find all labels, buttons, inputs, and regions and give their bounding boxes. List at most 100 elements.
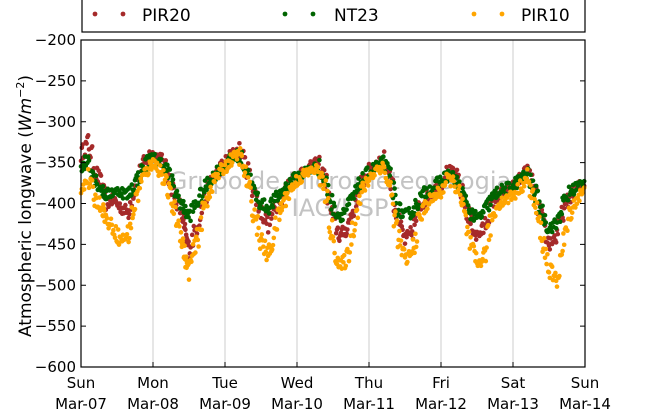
point-pir10 <box>255 213 261 219</box>
legend-marker-pir10-b <box>499 11 505 17</box>
point-pir10 <box>388 179 393 185</box>
point-pir10 <box>315 164 321 170</box>
point-pir10 <box>161 167 166 173</box>
legend-label-nt23: NT23 <box>334 6 379 26</box>
point-nt23 <box>460 186 465 191</box>
point-pir10 <box>450 174 456 179</box>
gridlines <box>152 40 514 367</box>
point-pir10 <box>249 199 254 204</box>
point-pir10 <box>530 187 536 192</box>
point-pir10 <box>263 249 269 255</box>
point-pir10 <box>347 250 353 255</box>
point-pir20 <box>84 141 89 146</box>
point-pir10 <box>577 198 582 204</box>
point-pir10 <box>127 235 132 241</box>
point-pir10 <box>485 222 491 228</box>
point-pir10 <box>312 170 317 176</box>
point-pir10 <box>365 183 371 188</box>
point-pir10 <box>341 260 346 265</box>
y-axis-label-close: ) <box>16 75 36 82</box>
point-nt23 <box>351 196 357 201</box>
point-pir10 <box>520 188 525 194</box>
x-tick-label-day: Fri <box>432 374 450 392</box>
legend: PIR20 NT23 PIR10 <box>81 0 586 33</box>
point-pir20 <box>85 133 91 138</box>
x-tick-label-date: Mar-13 <box>487 395 539 409</box>
point-nt23 <box>93 173 99 179</box>
point-pir20 <box>413 218 419 224</box>
point-pir10 <box>237 162 242 168</box>
point-pir20 <box>123 202 128 208</box>
point-pir10 <box>252 207 257 212</box>
point-pir20 <box>183 227 188 233</box>
point-pir10 <box>412 250 417 256</box>
point-nt23 <box>557 219 563 225</box>
point-nt23 <box>506 180 512 186</box>
point-pir20 <box>555 231 561 237</box>
point-nt23 <box>387 173 393 178</box>
point-pir10 <box>542 255 548 261</box>
point-nt23 <box>559 211 565 217</box>
point-nt23 <box>129 182 135 187</box>
point-pir10 <box>513 196 518 201</box>
point-pir20 <box>159 152 165 157</box>
point-pir10 <box>451 178 457 184</box>
point-nt23 <box>81 166 87 172</box>
point-nt23 <box>486 207 492 213</box>
point-pir10 <box>239 153 245 159</box>
point-pir10 <box>269 247 275 252</box>
y-axis-label: Atmospheric longwave (Wm−2) <box>14 75 36 337</box>
point-nt23 <box>269 196 274 201</box>
point-pir10 <box>389 192 395 197</box>
point-nt23 <box>397 201 403 207</box>
point-pir10 <box>205 203 210 209</box>
point-nt23 <box>381 154 386 159</box>
point-nt23 <box>94 181 100 187</box>
point-pir10 <box>248 185 253 190</box>
point-pir10 <box>460 196 465 202</box>
point-nt23 <box>245 167 251 173</box>
point-pir10 <box>493 213 498 219</box>
point-pir10 <box>259 232 265 237</box>
point-pir10 <box>553 278 559 284</box>
point-nt23 <box>457 179 462 184</box>
x-tick-label-date: Mar-09 <box>199 395 251 409</box>
point-pir10 <box>346 258 352 264</box>
point-pir10 <box>541 235 547 241</box>
point-pir10 <box>569 215 574 221</box>
point-pir10 <box>554 284 560 289</box>
point-nt23 <box>388 166 393 172</box>
point-pir10 <box>182 243 187 249</box>
point-pir10 <box>89 178 95 183</box>
point-nt23 <box>332 203 337 209</box>
legend-marker-pir20-a <box>92 11 98 17</box>
point-pir10 <box>468 235 473 240</box>
point-pir20 <box>317 154 322 160</box>
point-pir10 <box>130 215 135 221</box>
x-axis: Sun Mar-07 Mon Mar-08 Tue Mar-09 Wed Mar-10 Thu M… <box>55 362 611 409</box>
point-pir10 <box>111 227 116 233</box>
point-pir10 <box>457 183 462 189</box>
point-pir10 <box>343 263 349 269</box>
y-tick-label: −250 <box>35 72 76 90</box>
point-pir20 <box>333 230 339 236</box>
plot-area: Grupo de Micrometeorologia IAG/USP <box>78 39 587 368</box>
legend-entry-pir10: PIR10 <box>471 6 570 26</box>
point-pir10 <box>243 164 249 170</box>
y-tick-label: −200 <box>35 31 76 49</box>
point-pir10 <box>560 248 565 254</box>
point-pir10 <box>157 163 163 168</box>
point-nt23 <box>261 197 267 202</box>
point-nt23 <box>329 207 334 212</box>
point-pir10 <box>528 183 533 188</box>
point-pir10 <box>270 242 276 248</box>
point-pir10 <box>390 201 396 207</box>
point-pir20 <box>267 222 273 228</box>
point-pir10 <box>207 194 213 200</box>
x-tick-label-date: Mar-12 <box>415 395 467 409</box>
point-pir10 <box>456 187 461 192</box>
point-pir10 <box>397 243 403 248</box>
point-pir10 <box>325 188 330 194</box>
y-tick-label: −350 <box>35 154 76 172</box>
point-pir10 <box>112 235 118 241</box>
